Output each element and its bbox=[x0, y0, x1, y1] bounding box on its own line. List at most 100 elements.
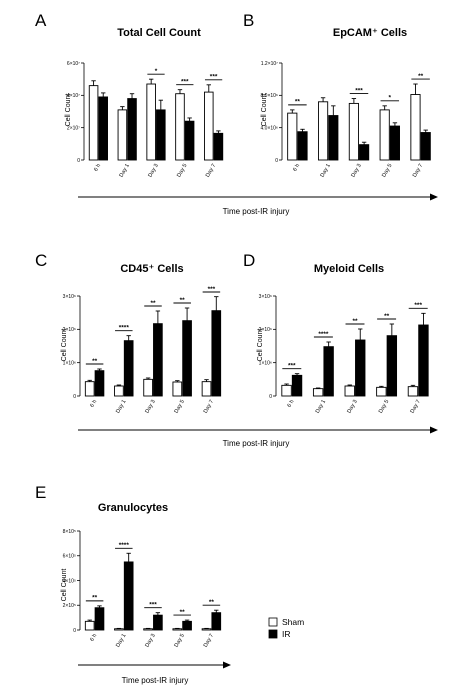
x-tick-label: Day 1 bbox=[115, 633, 127, 648]
significance-label: **** bbox=[318, 331, 329, 338]
bar-ir bbox=[213, 132, 224, 161]
bar-sham bbox=[172, 628, 183, 631]
y-tick-label: 1.2×10⁷ bbox=[261, 61, 278, 67]
x-tick-label: Day 7 bbox=[412, 163, 424, 178]
y-tick-label: 0 bbox=[275, 158, 278, 164]
bar-ir bbox=[420, 132, 431, 161]
panel-letter: C bbox=[35, 251, 47, 270]
x-tick-label: Day 1 bbox=[119, 163, 131, 178]
legend-swatch-ir bbox=[268, 629, 278, 639]
bar-sham bbox=[84, 381, 95, 397]
bar-ir bbox=[94, 607, 105, 631]
significance-label: *** bbox=[149, 601, 157, 608]
panel-b: B EpCAM⁺ Cells Cell Count 0 4.0×10⁶ 8.0×10… bbox=[243, 11, 431, 178]
significance-label: *** bbox=[208, 286, 216, 293]
panel-title: Total Cell Count bbox=[117, 27, 201, 39]
y-tick-label: 2×10⁶ bbox=[63, 327, 76, 333]
bar-sham bbox=[287, 112, 298, 161]
significance-label: *** bbox=[288, 362, 296, 369]
x-tick-label: Day 7 bbox=[205, 163, 217, 178]
bar-sham bbox=[318, 101, 329, 161]
bar-ir bbox=[127, 98, 137, 161]
significance-label: ** bbox=[418, 73, 424, 80]
x-tick-label: 6 h bbox=[89, 633, 98, 643]
x-tick-label: Day 1 bbox=[115, 399, 127, 414]
significance-label: ** bbox=[180, 297, 186, 304]
bar-ir bbox=[182, 320, 192, 397]
bar-ir bbox=[153, 323, 163, 397]
panel-title: EpCAM⁺ Cells bbox=[333, 27, 407, 39]
bar-sham bbox=[175, 93, 185, 161]
bar-sham bbox=[348, 102, 359, 161]
time-arrow-bottom: Time post-IR injury bbox=[78, 661, 231, 685]
significance-label: **** bbox=[119, 324, 130, 331]
bar-sham bbox=[204, 91, 214, 161]
x-tick-label: Day 5 bbox=[174, 633, 186, 648]
y-tick-label: 6×10⁵ bbox=[63, 554, 76, 560]
x-tick-label: 6 h bbox=[89, 399, 98, 409]
bar-ir bbox=[153, 614, 163, 631]
significance-label: ** bbox=[150, 300, 156, 307]
bar-ir bbox=[389, 125, 400, 161]
x-tick-label: Day 5 bbox=[381, 163, 393, 178]
panel-title: Myeloid Cells bbox=[314, 263, 384, 275]
bar-ir bbox=[184, 120, 195, 161]
bar-sham bbox=[114, 385, 124, 397]
x-tick-label: Day 5 bbox=[378, 399, 390, 414]
y-axis-label: Cell Count bbox=[257, 329, 264, 362]
panel-e: E Granulocytes Cell Count 0 2×10⁵ 4×10⁵ 6×1… bbox=[35, 483, 222, 648]
x-tick-label: 6 h bbox=[93, 163, 102, 173]
bar-ir bbox=[182, 620, 192, 631]
significance-label: ** bbox=[352, 318, 358, 325]
x-tick-label: Day 3 bbox=[350, 163, 362, 178]
bar-sham bbox=[410, 94, 421, 161]
bar-ir bbox=[328, 115, 339, 161]
y-tick-label: 0 bbox=[73, 394, 76, 400]
x-tick-label: Day 7 bbox=[203, 633, 215, 648]
bar-ir bbox=[123, 340, 134, 397]
bar-sham bbox=[117, 109, 128, 161]
panel-c: C CD45⁺ Cells Cell Count 0 1×10⁶ 2×10⁶ 3×10… bbox=[35, 251, 222, 414]
x-tick-label: Day 7 bbox=[203, 399, 215, 414]
y-tick-label: 0 bbox=[269, 394, 272, 400]
bar-sham bbox=[312, 388, 324, 397]
legend-label-sham: Sham bbox=[282, 617, 304, 627]
panel-title: Granulocytes bbox=[98, 502, 168, 514]
x-tick-label: 6 h bbox=[287, 399, 296, 409]
y-tick-label: 2×10⁶ bbox=[259, 327, 272, 333]
bar-sham bbox=[143, 628, 153, 631]
bar-sham bbox=[146, 83, 156, 161]
bar-sham bbox=[379, 109, 390, 161]
legend-label-ir: IR bbox=[282, 629, 291, 639]
bar-ir bbox=[94, 370, 105, 397]
panel-letter: E bbox=[35, 483, 46, 502]
bar-sham bbox=[172, 381, 183, 397]
bar-sham bbox=[114, 628, 124, 631]
panel-letter: B bbox=[243, 11, 254, 30]
y-tick-label: 4×10⁷ bbox=[67, 93, 80, 99]
x-tick-label: Day 3 bbox=[147, 163, 159, 178]
x-tick-label: Day 3 bbox=[144, 399, 156, 414]
bar-ir bbox=[323, 346, 334, 397]
x-tick-label: Day 5 bbox=[174, 399, 186, 414]
x-tick-label: 6 h bbox=[292, 163, 301, 173]
y-tick-label: 0 bbox=[77, 158, 80, 164]
significance-label: ** bbox=[92, 595, 98, 602]
bar-sham bbox=[84, 620, 95, 631]
bar-ir bbox=[211, 612, 222, 631]
x-axis-caption: Time post-IR injury bbox=[223, 439, 290, 448]
y-tick-label: 2×10⁵ bbox=[63, 603, 76, 609]
y-tick-label: 1×10⁶ bbox=[259, 360, 272, 366]
y-tick-label: 8×10⁵ bbox=[63, 529, 76, 535]
bar-sham bbox=[201, 628, 212, 631]
significance-label: ** bbox=[209, 599, 215, 606]
bar-sham bbox=[281, 384, 292, 397]
significance-label: *** bbox=[181, 78, 189, 85]
significance-label: ** bbox=[92, 358, 98, 365]
significance-label: *** bbox=[355, 87, 363, 94]
bar-ir bbox=[98, 96, 108, 161]
bar-ir bbox=[156, 109, 166, 161]
y-tick-label: 3×10⁶ bbox=[259, 294, 272, 300]
bar-ir bbox=[297, 131, 308, 161]
y-tick-label: 4×10⁵ bbox=[63, 578, 76, 584]
